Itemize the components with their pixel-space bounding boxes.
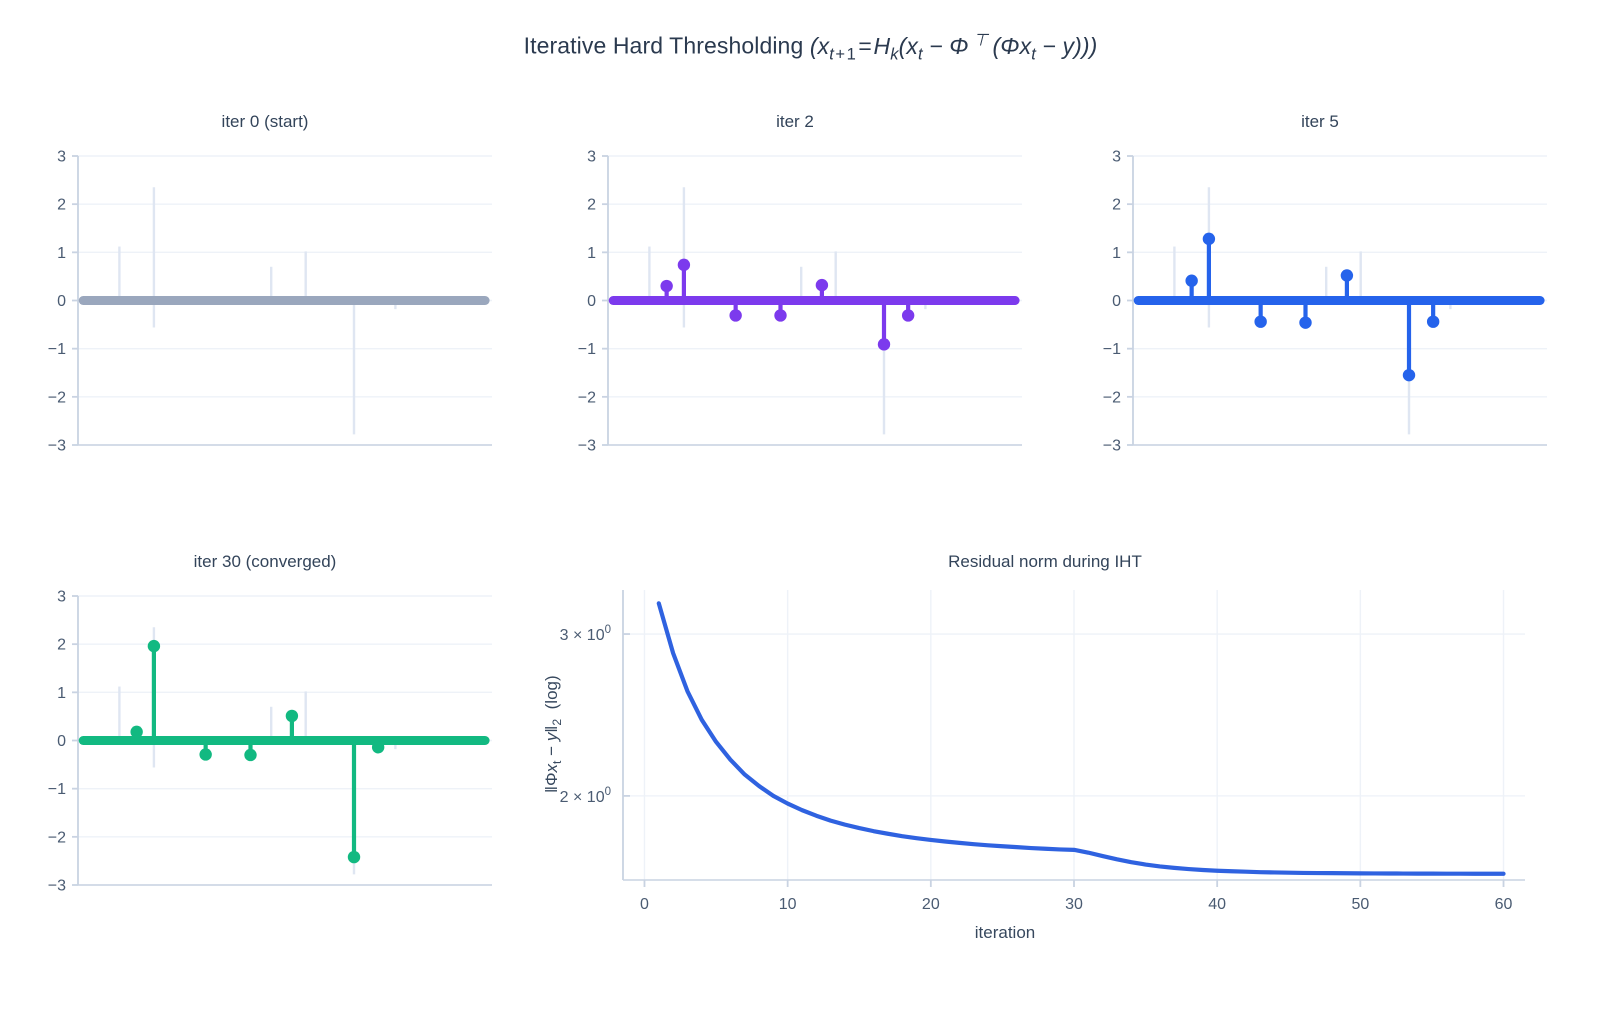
- panel-residual: Residual norm during IHT ‖Φxt − y‖2 (log…: [495, 548, 1595, 948]
- svg-text:3 × 100: 3 × 100: [560, 624, 611, 644]
- stem-plot-iter0: 3 2 1 0 −1 −2 −3: [48, 149, 492, 455]
- panel-iter2-title: iter 2: [776, 112, 814, 131]
- svg-text:−3: −3: [578, 438, 596, 455]
- svg-text:20: 20: [922, 896, 940, 913]
- suptitle-text: Iterative Hard Thresholding: [523, 32, 804, 59]
- svg-text:−2: −2: [48, 829, 66, 846]
- svg-text:−1: −1: [48, 341, 66, 358]
- svg-text:50: 50: [1351, 896, 1369, 913]
- svg-text:−1: −1: [1103, 341, 1121, 358]
- svg-text:−3: −3: [48, 878, 66, 895]
- svg-text:2: 2: [57, 637, 66, 654]
- suptitle-equation: (xt + 1 = Hk(xt − Φ ⊤ (Φxt − y))): [809, 30, 1098, 64]
- svg-text:3: 3: [1112, 149, 1121, 166]
- svg-text:10: 10: [779, 896, 797, 913]
- svg-text:30: 30: [1065, 896, 1083, 913]
- svg-text:−2: −2: [48, 389, 66, 406]
- panel-iter5-title: iter 5: [1301, 112, 1339, 131]
- svg-text:40: 40: [1208, 896, 1226, 913]
- panel-iter30: iter 30 (converged) 3 2 1 0 −1 −2 −3: [30, 548, 500, 898]
- svg-text:0: 0: [1112, 293, 1121, 310]
- svg-text:3: 3: [57, 589, 66, 606]
- svg-text:2: 2: [587, 197, 596, 214]
- svg-text:1: 1: [57, 685, 66, 702]
- stem-plot-iter2: 3 2 1 0 −1 −2 −3: [578, 149, 1022, 455]
- svg-text:0: 0: [57, 733, 66, 750]
- panel-iter0: iter 0 (start) 3 2 1 0 −1 −2 −3: [30, 108, 500, 458]
- panel-iter2: iter 2 3 2 1 0 −1 −2 −3: [560, 108, 1030, 458]
- figure-suptitle: Iterative Hard Thresholding (xt + 1 = Hk…: [0, 30, 1621, 64]
- svg-text:1: 1: [57, 245, 66, 262]
- svg-text:0: 0: [587, 293, 596, 310]
- svg-text:2: 2: [1112, 197, 1121, 214]
- svg-text:1: 1: [1112, 245, 1121, 262]
- svg-text:−3: −3: [1103, 438, 1121, 455]
- line-plot-residual: 3 × 100 2 × 100 0 10 20 30 40 50 60: [560, 590, 1525, 913]
- svg-text:0: 0: [57, 293, 66, 310]
- stem-plot-iter5: 3 2 1 0 −1 −2 −3: [1103, 149, 1547, 455]
- svg-text:−2: −2: [1103, 389, 1121, 406]
- svg-text:−1: −1: [578, 341, 596, 358]
- panel-iter0-title: iter 0 (start): [221, 112, 309, 131]
- svg-text:1: 1: [587, 245, 596, 262]
- panel-iter5: iter 5 3 2 1 0 −1 −2 −3: [1085, 108, 1555, 458]
- residual-y-axis-label: ‖Φxt − y‖2 (log): [541, 675, 565, 794]
- residual-x-axis-label: iteration: [974, 923, 1036, 942]
- svg-text:2: 2: [57, 197, 66, 214]
- stem-plot-iter30: 3 2 1 0 −1 −2 −3: [48, 589, 492, 895]
- svg-text:2 × 100: 2 × 100: [560, 786, 611, 806]
- svg-text:−2: −2: [578, 389, 596, 406]
- panel-residual-title: Residual norm during IHT: [948, 552, 1142, 571]
- svg-text:0: 0: [640, 896, 649, 913]
- svg-text:−1: −1: [48, 781, 66, 798]
- panel-iter30-title: iter 30 (converged): [193, 552, 337, 571]
- svg-text:−3: −3: [48, 438, 66, 455]
- svg-text:3: 3: [57, 149, 66, 166]
- svg-text:60: 60: [1495, 896, 1513, 913]
- svg-text:3: 3: [587, 149, 596, 166]
